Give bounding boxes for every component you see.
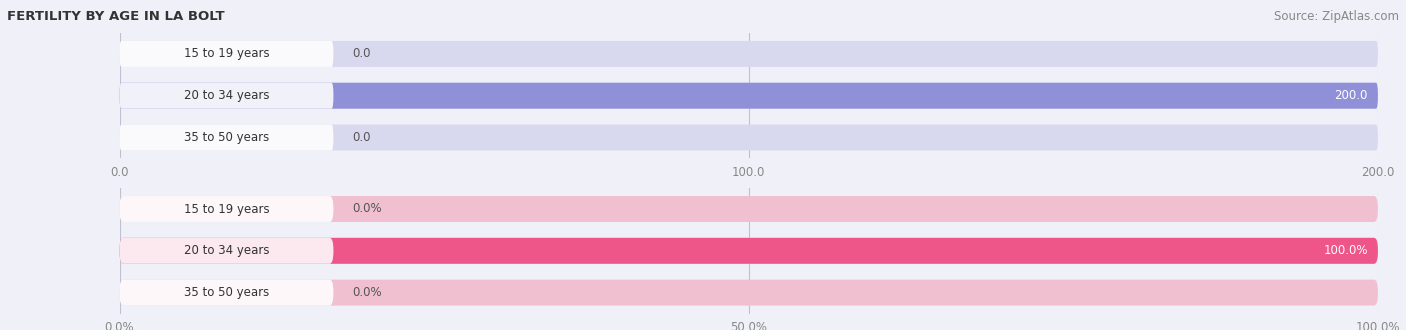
Text: 0.0: 0.0 bbox=[353, 131, 371, 144]
FancyBboxPatch shape bbox=[120, 238, 1378, 264]
Text: 20 to 34 years: 20 to 34 years bbox=[184, 244, 269, 257]
Text: FERTILITY BY AGE IN LA BOLT: FERTILITY BY AGE IN LA BOLT bbox=[7, 10, 225, 23]
FancyBboxPatch shape bbox=[120, 124, 1378, 150]
FancyBboxPatch shape bbox=[120, 41, 1378, 67]
FancyBboxPatch shape bbox=[120, 196, 1378, 222]
FancyBboxPatch shape bbox=[120, 83, 1378, 109]
Text: 200.0: 200.0 bbox=[1334, 89, 1368, 102]
FancyBboxPatch shape bbox=[120, 238, 333, 264]
Text: 35 to 50 years: 35 to 50 years bbox=[184, 286, 269, 299]
Text: 15 to 19 years: 15 to 19 years bbox=[184, 48, 270, 60]
FancyBboxPatch shape bbox=[120, 280, 333, 306]
Text: 0.0%: 0.0% bbox=[353, 203, 382, 215]
Text: 15 to 19 years: 15 to 19 years bbox=[184, 203, 270, 215]
Text: 0.0%: 0.0% bbox=[353, 286, 382, 299]
FancyBboxPatch shape bbox=[120, 124, 333, 150]
FancyBboxPatch shape bbox=[120, 280, 1378, 306]
FancyBboxPatch shape bbox=[120, 238, 1378, 264]
Text: 35 to 50 years: 35 to 50 years bbox=[184, 131, 269, 144]
Text: 20 to 34 years: 20 to 34 years bbox=[184, 89, 269, 102]
FancyBboxPatch shape bbox=[120, 83, 333, 109]
Text: 0.0: 0.0 bbox=[353, 48, 371, 60]
Text: Source: ZipAtlas.com: Source: ZipAtlas.com bbox=[1274, 10, 1399, 23]
FancyBboxPatch shape bbox=[120, 41, 333, 67]
FancyBboxPatch shape bbox=[120, 83, 1378, 109]
FancyBboxPatch shape bbox=[120, 196, 333, 222]
Text: 100.0%: 100.0% bbox=[1323, 244, 1368, 257]
